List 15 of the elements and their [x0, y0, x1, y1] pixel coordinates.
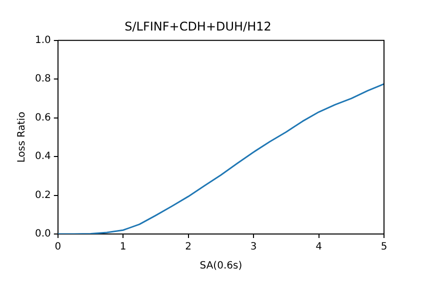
- y-tick-label: 1.0: [34, 34, 51, 46]
- y-tick-label: 0.2: [34, 190, 51, 201]
- y-tick-label: 0.0: [34, 228, 51, 240]
- x-tick-label: 3: [250, 242, 257, 253]
- y-axis-title: Loss Ratio: [16, 112, 28, 163]
- x-tick-label: 4: [316, 242, 322, 253]
- x-tick-label: 0: [54, 242, 62, 253]
- y-tick-label: 0.4: [34, 151, 51, 162]
- chart-title: S/LFINF+CDH+DUH/H12: [124, 19, 272, 34]
- y-tick-label: 0.8: [34, 74, 51, 85]
- x-tick-label: 5: [380, 242, 388, 253]
- x-tick-label: 2: [185, 242, 192, 253]
- x-axis-title: SA(0.6s): [200, 260, 242, 272]
- y-tick-label: 0.6: [34, 112, 51, 124]
- x-tick-label: 1: [120, 242, 126, 253]
